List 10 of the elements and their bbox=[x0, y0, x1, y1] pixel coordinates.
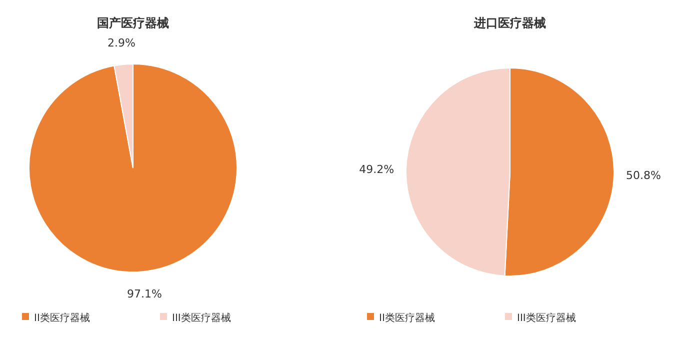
legend-label: III类医疗器械 bbox=[172, 312, 231, 324]
legend-label: III类医疗器械 bbox=[517, 312, 576, 324]
data-label: 50.8% bbox=[626, 169, 661, 182]
data-label: 97.1% bbox=[126, 287, 162, 300]
data-label: 2.9% bbox=[108, 36, 136, 50]
chart-title: 进口医疗器械 bbox=[473, 16, 546, 30]
legend-label: II类医疗器械 bbox=[34, 312, 90, 324]
chart-title: 国产医疗器械 bbox=[97, 16, 169, 30]
legend-label: II类医疗器械 bbox=[379, 312, 435, 324]
data-label: 49.2% bbox=[359, 162, 394, 176]
